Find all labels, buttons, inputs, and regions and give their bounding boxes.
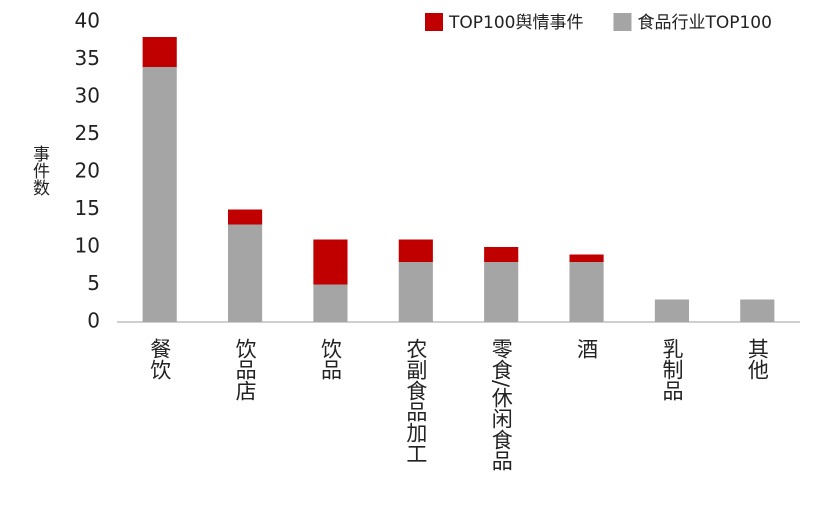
bar-segment	[142, 37, 177, 67]
y-tick-label: 10	[75, 234, 100, 258]
bar-segment	[227, 224, 263, 322]
x-tick-label: 酒	[574, 338, 599, 359]
y-tick-label: 30	[75, 84, 100, 108]
bar-segment	[484, 247, 519, 262]
bar-segment	[313, 239, 348, 285]
x-tick-label: 餐饮	[147, 338, 172, 380]
y-tick-label: 20	[75, 159, 100, 183]
x-tick-label: 饮品	[318, 338, 343, 380]
bar-segment	[484, 262, 519, 322]
bar-segment	[398, 239, 433, 262]
bar-segment	[142, 67, 177, 322]
x-tick-label: 零食/休闲食品	[489, 338, 514, 472]
x-tick-label: 饮品店	[233, 338, 258, 401]
bar-segment	[740, 299, 775, 322]
bar-segment	[569, 254, 604, 262]
y-tick-label: 40	[75, 9, 100, 33]
bar-segment	[398, 262, 433, 322]
legend-swatch	[425, 13, 443, 31]
x-tick-label: 乳制品	[659, 338, 684, 401]
x-tick-label: 农副食品加工	[403, 338, 428, 464]
bar-segment	[313, 284, 348, 322]
y-axis-label: 事件数	[29, 145, 49, 196]
y-tick-label: 25	[75, 121, 100, 145]
bar-segment	[227, 209, 263, 225]
y-tick-label: 5	[87, 271, 100, 295]
legend-swatch	[613, 13, 632, 31]
y-tick-label: 35	[75, 46, 100, 70]
x-tick-label: 其他	[745, 338, 770, 380]
legend-label: 食品行业TOP100	[637, 13, 771, 33]
legend-label: TOP100舆情事件	[448, 13, 583, 33]
y-tick-label: 0	[87, 309, 100, 333]
bar-segment	[569, 262, 604, 322]
y-tick-label: 15	[75, 196, 100, 220]
bar-segment	[654, 299, 690, 322]
